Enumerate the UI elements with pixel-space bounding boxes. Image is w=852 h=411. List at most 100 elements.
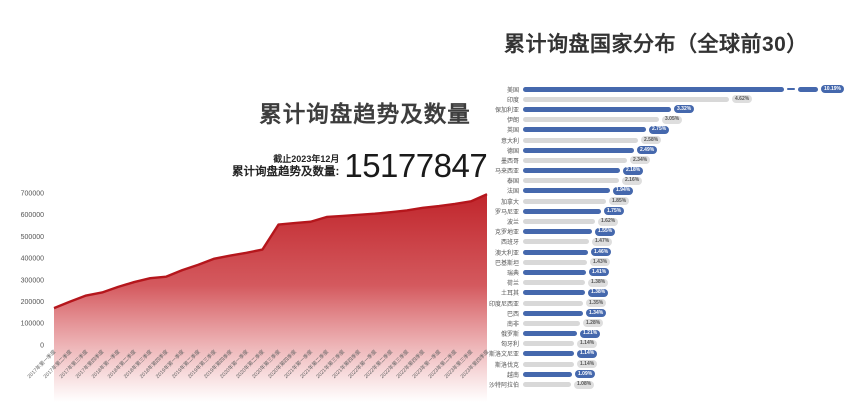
country-bar bbox=[523, 178, 619, 184]
value-badge: 1.35% bbox=[586, 299, 607, 308]
y-axis-tick: 200000 bbox=[21, 299, 44, 306]
country-label: 斯洛文尼亚 bbox=[488, 352, 519, 359]
value-badge: 1.14% bbox=[577, 339, 598, 348]
country-label: 泰国 bbox=[506, 179, 519, 186]
bar-row: 匈牙利 1.14% bbox=[450, 339, 852, 349]
bar-row: 斯洛伐克 1.14% bbox=[450, 359, 852, 369]
bar-row: 法国 1.94% bbox=[450, 186, 852, 196]
bar-row: 伊朗 3.05% bbox=[450, 115, 852, 125]
bar-row: 罗马尼亚 1.75% bbox=[450, 206, 852, 216]
value-badge: 3.32% bbox=[674, 105, 695, 114]
bar-row: 瑞典 1.41% bbox=[450, 267, 852, 277]
country-label: 瑞典 bbox=[506, 270, 519, 277]
country-bar bbox=[523, 320, 580, 326]
country-bar bbox=[523, 86, 784, 92]
country-bar bbox=[523, 371, 572, 377]
country-label: 加拿大 bbox=[500, 199, 519, 206]
country-chart-title: 累计询盘国家分布（全球前30） bbox=[504, 33, 808, 56]
y-axis-tick: 400000 bbox=[21, 256, 44, 263]
stat-total-number: 15177847 bbox=[344, 147, 488, 185]
country-label: 英国 bbox=[506, 128, 519, 135]
country-bar bbox=[523, 96, 729, 102]
country-label: 越南 bbox=[506, 372, 519, 379]
country-bar bbox=[523, 239, 589, 245]
value-badge: 2.75% bbox=[649, 125, 670, 134]
value-badge: 1.34% bbox=[586, 309, 607, 318]
country-label: 俄罗斯 bbox=[500, 332, 519, 339]
value-badge: 1.55% bbox=[595, 227, 616, 236]
bar-break-dash bbox=[787, 88, 795, 91]
value-badge: 1.14% bbox=[577, 360, 598, 369]
country-label: 伊朗 bbox=[506, 118, 519, 125]
country-label: 保加利亚 bbox=[494, 107, 519, 114]
country-label: 荷兰 bbox=[506, 281, 519, 288]
value-badge: 1.41% bbox=[589, 268, 610, 277]
bar-row: 土耳其 1.38% bbox=[450, 288, 852, 298]
country-label: 印度尼西亚 bbox=[488, 301, 519, 308]
country-bar bbox=[523, 331, 577, 337]
bar-row: 斯洛文尼亚 1.14% bbox=[450, 349, 852, 359]
value-badge: 10.19% bbox=[821, 85, 844, 94]
bar-row: 越南 1.09% bbox=[450, 369, 852, 379]
country-label: 土耳其 bbox=[500, 291, 519, 298]
bar-row: 英国 2.75% bbox=[450, 125, 852, 135]
value-badge: 3.05% bbox=[662, 115, 683, 124]
country-bar bbox=[523, 117, 659, 123]
value-badge: 1.28% bbox=[583, 319, 604, 328]
trend-line bbox=[53, 193, 488, 310]
country-bar bbox=[523, 198, 606, 204]
value-badge: 1.62% bbox=[598, 217, 619, 226]
country-label: 巴西 bbox=[506, 311, 519, 318]
country-bar bbox=[523, 219, 595, 225]
bar-row: 南非 1.28% bbox=[450, 318, 852, 328]
y-axis-tick: 700000 bbox=[21, 191, 44, 198]
country-label: 美国 bbox=[506, 87, 519, 94]
trend-chart-title: 累计询盘趋势及数量 bbox=[259, 102, 471, 127]
country-bar bbox=[523, 168, 620, 174]
country-label: 巴基斯坦 bbox=[494, 260, 519, 267]
stat-label: 累计询盘趋势及数量: bbox=[232, 166, 340, 178]
country-label: 南非 bbox=[506, 321, 519, 328]
value-badge: 2.49% bbox=[637, 146, 658, 155]
country-label: 澳大利亚 bbox=[494, 250, 519, 257]
country-bar bbox=[523, 127, 646, 133]
bar-row: 西班牙 1.47% bbox=[450, 237, 852, 247]
country-bar bbox=[523, 280, 585, 286]
value-badge: 1.43% bbox=[590, 258, 611, 267]
country-label: 克罗地亚 bbox=[494, 230, 519, 237]
bar-row: 澳大利亚 1.46% bbox=[450, 247, 852, 257]
bar-row: 巴基斯坦 1.43% bbox=[450, 257, 852, 267]
bar-row: 印度 4.62% bbox=[450, 94, 852, 104]
country-bar bbox=[523, 269, 586, 275]
bar-row: 俄罗斯 1.21% bbox=[450, 329, 852, 339]
country-bar-chart: 美国 10.19% 印度 4.62% 保加利亚 3.32% 伊朗 3.05% 英国 2.75% 意大… bbox=[450, 84, 852, 390]
value-badge: 2.18% bbox=[623, 166, 644, 175]
country-bar bbox=[523, 290, 585, 296]
y-axis-tick: 500000 bbox=[21, 234, 44, 241]
country-bar bbox=[523, 188, 610, 194]
value-badge: 1.38% bbox=[588, 288, 609, 297]
value-badge: 4.62% bbox=[732, 95, 753, 104]
bar-row: 意大利 2.58% bbox=[450, 135, 852, 145]
bar-row: 沙特阿拉伯 1.08% bbox=[450, 379, 852, 389]
country-bar bbox=[523, 147, 634, 153]
country-label: 西班牙 bbox=[500, 240, 519, 247]
bar-row: 泰国 2.16% bbox=[450, 176, 852, 186]
trend-area-chart: 0 100000 200000 300000 400000 500000 600000 700… bbox=[21, 191, 490, 402]
bar-row: 德国 2.49% bbox=[450, 145, 852, 155]
bar-row: 荷兰 1.38% bbox=[450, 278, 852, 288]
y-axis-tick: 0 bbox=[40, 342, 44, 349]
value-badge: 2.34% bbox=[630, 156, 651, 165]
country-bar bbox=[523, 382, 571, 388]
country-bar bbox=[523, 229, 592, 235]
country-label: 德国 bbox=[506, 148, 519, 155]
country-bar bbox=[523, 259, 587, 265]
country-label: 斯洛伐克 bbox=[494, 362, 519, 369]
country-label: 马来西亚 bbox=[494, 169, 519, 176]
y-axis-tick: 100000 bbox=[21, 321, 44, 328]
value-badge: 1.21% bbox=[580, 329, 601, 338]
country-bar bbox=[523, 106, 671, 112]
country-bar bbox=[523, 137, 638, 143]
value-badge: 1.75% bbox=[604, 207, 625, 216]
